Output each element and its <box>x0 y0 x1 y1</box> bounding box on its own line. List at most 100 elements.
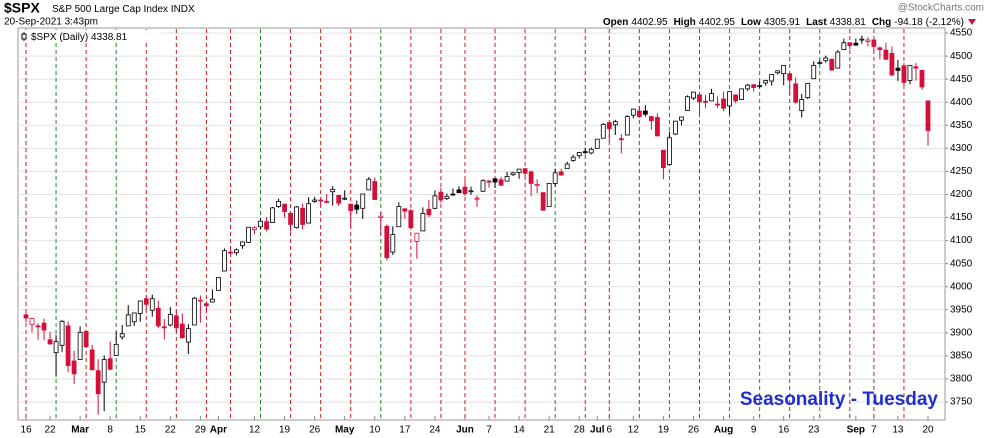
plot-frame <box>17 27 946 421</box>
y-tick-label: 4550 <box>950 28 973 39</box>
y-tick-label: 3950 <box>950 304 973 315</box>
candle-body <box>414 232 420 242</box>
candle-body <box>558 171 564 176</box>
candle-body <box>65 325 71 366</box>
candle-body <box>396 206 402 228</box>
candle-body <box>372 181 378 200</box>
y-tick-label: 4100 <box>950 235 973 246</box>
y-tick-label: 4200 <box>950 189 973 200</box>
candle-body <box>781 64 787 75</box>
candle-body <box>859 38 865 41</box>
candle-body <box>667 137 672 165</box>
quote: Open 4402.95 High 4402.95 Low 4305.91 Last 4338… <box>603 17 964 28</box>
quote-change-pct: (-2.12%) <box>926 17 964 28</box>
y-tick-label: 3850 <box>950 351 973 362</box>
candle-body <box>408 210 414 229</box>
candle-body <box>35 325 41 328</box>
x-tick-label: Mar <box>71 425 89 436</box>
quote-value: 4305.91 <box>764 17 801 28</box>
candle-body <box>324 201 330 203</box>
candle-body <box>348 203 354 212</box>
candle-body <box>823 57 829 62</box>
candle-body <box>47 339 53 345</box>
candle-body <box>630 108 636 116</box>
x-tick-label: 19 <box>279 425 291 436</box>
candle-body <box>456 189 462 194</box>
x-tick-label: 29 <box>195 425 207 436</box>
y-tick-label: 4500 <box>950 51 973 62</box>
candle-body <box>155 307 161 327</box>
legend-icon <box>21 33 27 40</box>
candle-body <box>655 117 660 137</box>
candle-body <box>721 98 726 109</box>
candle-body <box>29 318 35 325</box>
candle-body <box>733 94 738 102</box>
candle-body <box>691 91 696 99</box>
candle-body <box>378 215 384 218</box>
legend: $SPX (Daily) 4338.81 <box>31 32 128 43</box>
candle-body <box>889 52 895 76</box>
x-tick-label: 22 <box>44 425 56 436</box>
candle-body <box>648 116 654 122</box>
x-tick-label: 26 <box>688 425 700 436</box>
candle-body <box>799 99 805 111</box>
candle-body <box>95 370 101 395</box>
candle-body <box>600 123 606 139</box>
candle-body <box>877 47 883 51</box>
quote-label: Chg <box>872 17 891 28</box>
candle-body <box>444 195 450 200</box>
candle-body <box>203 303 209 307</box>
quote-label: High <box>674 17 696 28</box>
x-tick-label: May <box>335 425 355 436</box>
candle-body <box>426 208 432 216</box>
y-tick-label: 4450 <box>950 74 973 85</box>
candle-body <box>504 176 510 182</box>
y-tick-label: 4350 <box>950 120 973 131</box>
candle-body <box>907 64 913 81</box>
quote-value: 4402.95 <box>631 17 668 28</box>
x-tick-label: Sep <box>847 425 865 436</box>
candle-body <box>240 241 245 247</box>
candle-body <box>835 51 841 69</box>
x-tick-label: Jul <box>590 425 605 436</box>
candle-body <box>366 178 372 191</box>
candle-body <box>474 197 480 200</box>
candle-body <box>564 163 570 170</box>
x-tick-label: Apr <box>210 425 227 436</box>
y-tick-label: 4000 <box>950 281 973 292</box>
y-tick-label: 4300 <box>950 143 973 154</box>
candle-body <box>685 96 690 111</box>
x-tick-label: 23 <box>808 425 820 436</box>
candle-body <box>270 207 275 224</box>
quote-label: Open <box>603 17 629 28</box>
x-tick-label: 8 <box>107 425 113 436</box>
timestamp: 20-Sep-2021 3:43pm <box>4 17 98 28</box>
candle-body <box>113 343 119 356</box>
candle-body <box>390 234 396 253</box>
candle-body <box>216 277 221 291</box>
candle-body <box>624 116 630 136</box>
x-tick-label: 15 <box>135 425 147 436</box>
candle-body <box>534 183 540 186</box>
candle-body <box>913 66 919 69</box>
candle-body <box>757 85 763 88</box>
x-tick-label: 9 <box>751 425 757 436</box>
candle-body <box>769 74 775 82</box>
candle-body <box>853 42 859 46</box>
candle-body <box>697 94 702 103</box>
candle-body <box>191 297 197 326</box>
y-tick-label: 4150 <box>950 212 973 223</box>
candle-body <box>775 70 781 74</box>
candle-body <box>679 116 684 121</box>
candle-body <box>540 192 546 211</box>
candle-body <box>402 208 408 212</box>
candle-body <box>919 70 925 88</box>
candle-body <box>895 67 901 71</box>
candle-body <box>41 322 47 331</box>
candle-body <box>342 197 348 200</box>
candle-body <box>793 83 799 103</box>
candle-body <box>468 190 474 193</box>
candle-body <box>642 110 648 115</box>
candle-body <box>901 65 907 83</box>
